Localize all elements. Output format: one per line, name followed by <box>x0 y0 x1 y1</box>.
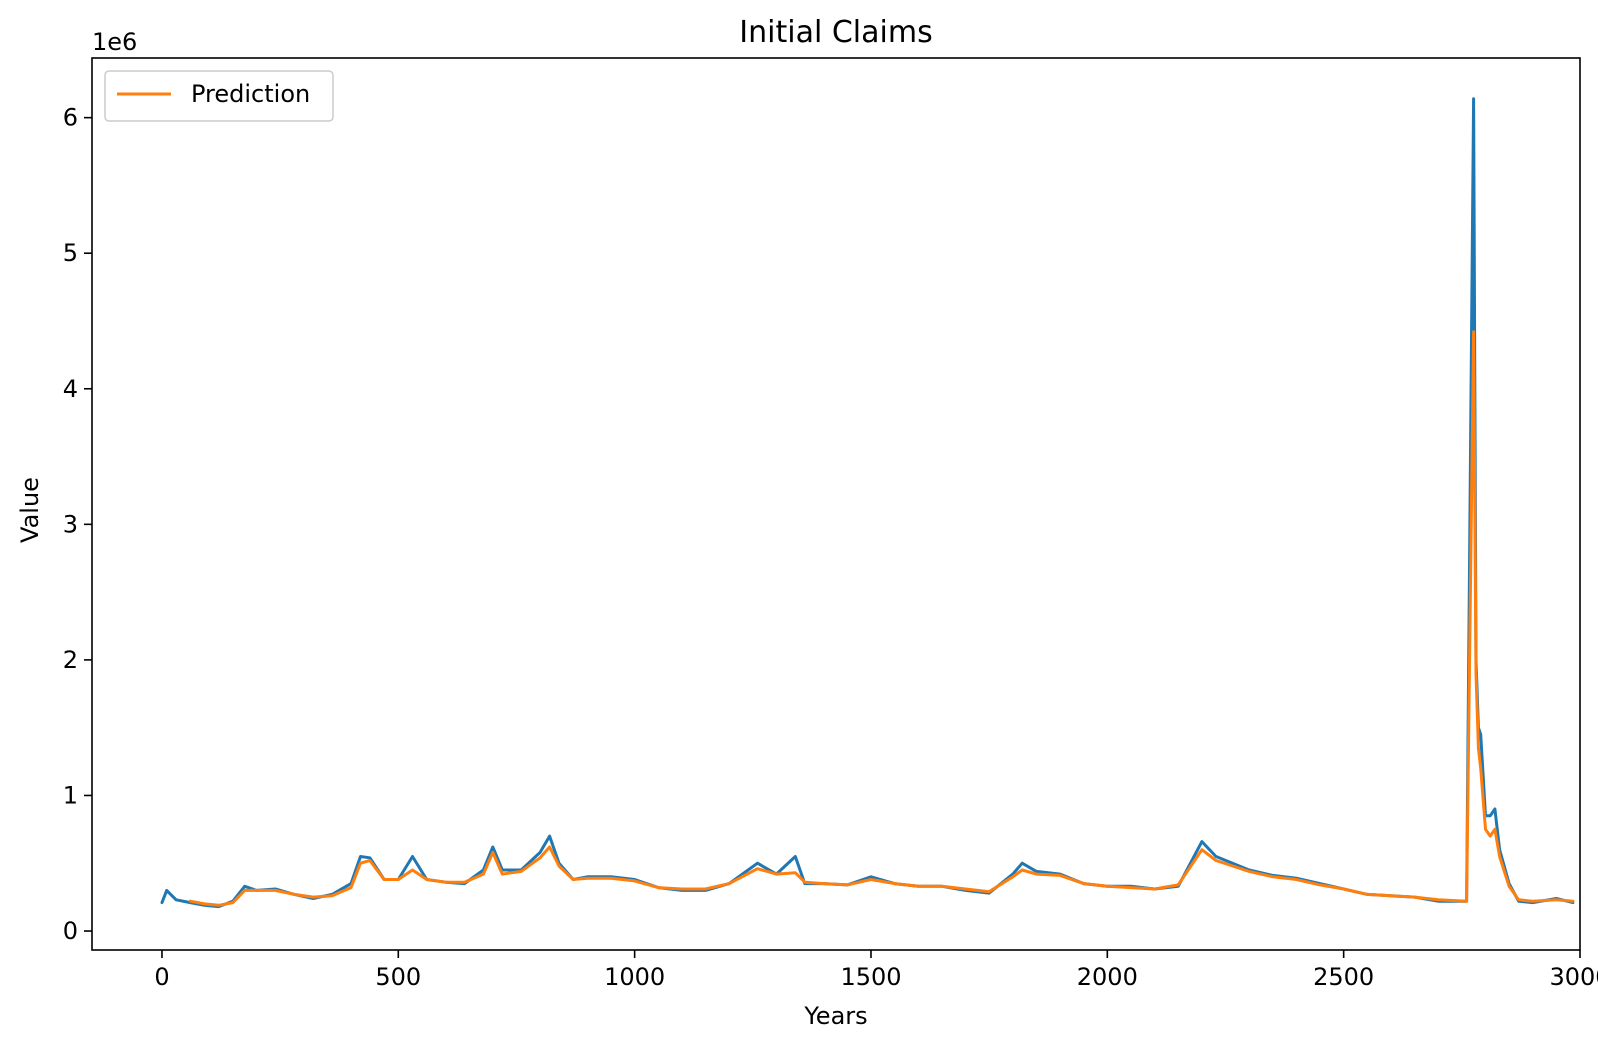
x-axis-label: Years <box>803 1002 867 1030</box>
y-tick-label: 0 <box>63 917 78 945</box>
x-tick-label: 2500 <box>1313 963 1374 991</box>
series-line-prediction <box>188 330 1575 907</box>
x-tick-label: 1000 <box>604 963 665 991</box>
x-tick-label: 2000 <box>1077 963 1138 991</box>
y-tick-label: 3 <box>63 510 78 538</box>
y-tick-label: 1 <box>63 781 78 809</box>
legend-label-prediction: Prediction <box>191 80 310 108</box>
plot-frame <box>91 57 1581 951</box>
y-tick-label: 5 <box>63 239 78 267</box>
y-tick-label: 4 <box>63 375 78 403</box>
legend: Prediction <box>104 70 334 122</box>
chart-title: Initial Claims <box>739 15 932 50</box>
plot-area <box>160 97 1575 909</box>
y-axis-label: Value <box>16 477 44 543</box>
y-tick-label: 6 <box>63 104 78 132</box>
y-offset-label: 1e6 <box>92 28 137 56</box>
y-tick-label: 2 <box>63 646 78 674</box>
x-tick-label: 1500 <box>840 963 901 991</box>
x-tick-label: 0 <box>154 963 169 991</box>
legend-box <box>104 70 334 122</box>
x-tick-label: 500 <box>375 963 421 991</box>
